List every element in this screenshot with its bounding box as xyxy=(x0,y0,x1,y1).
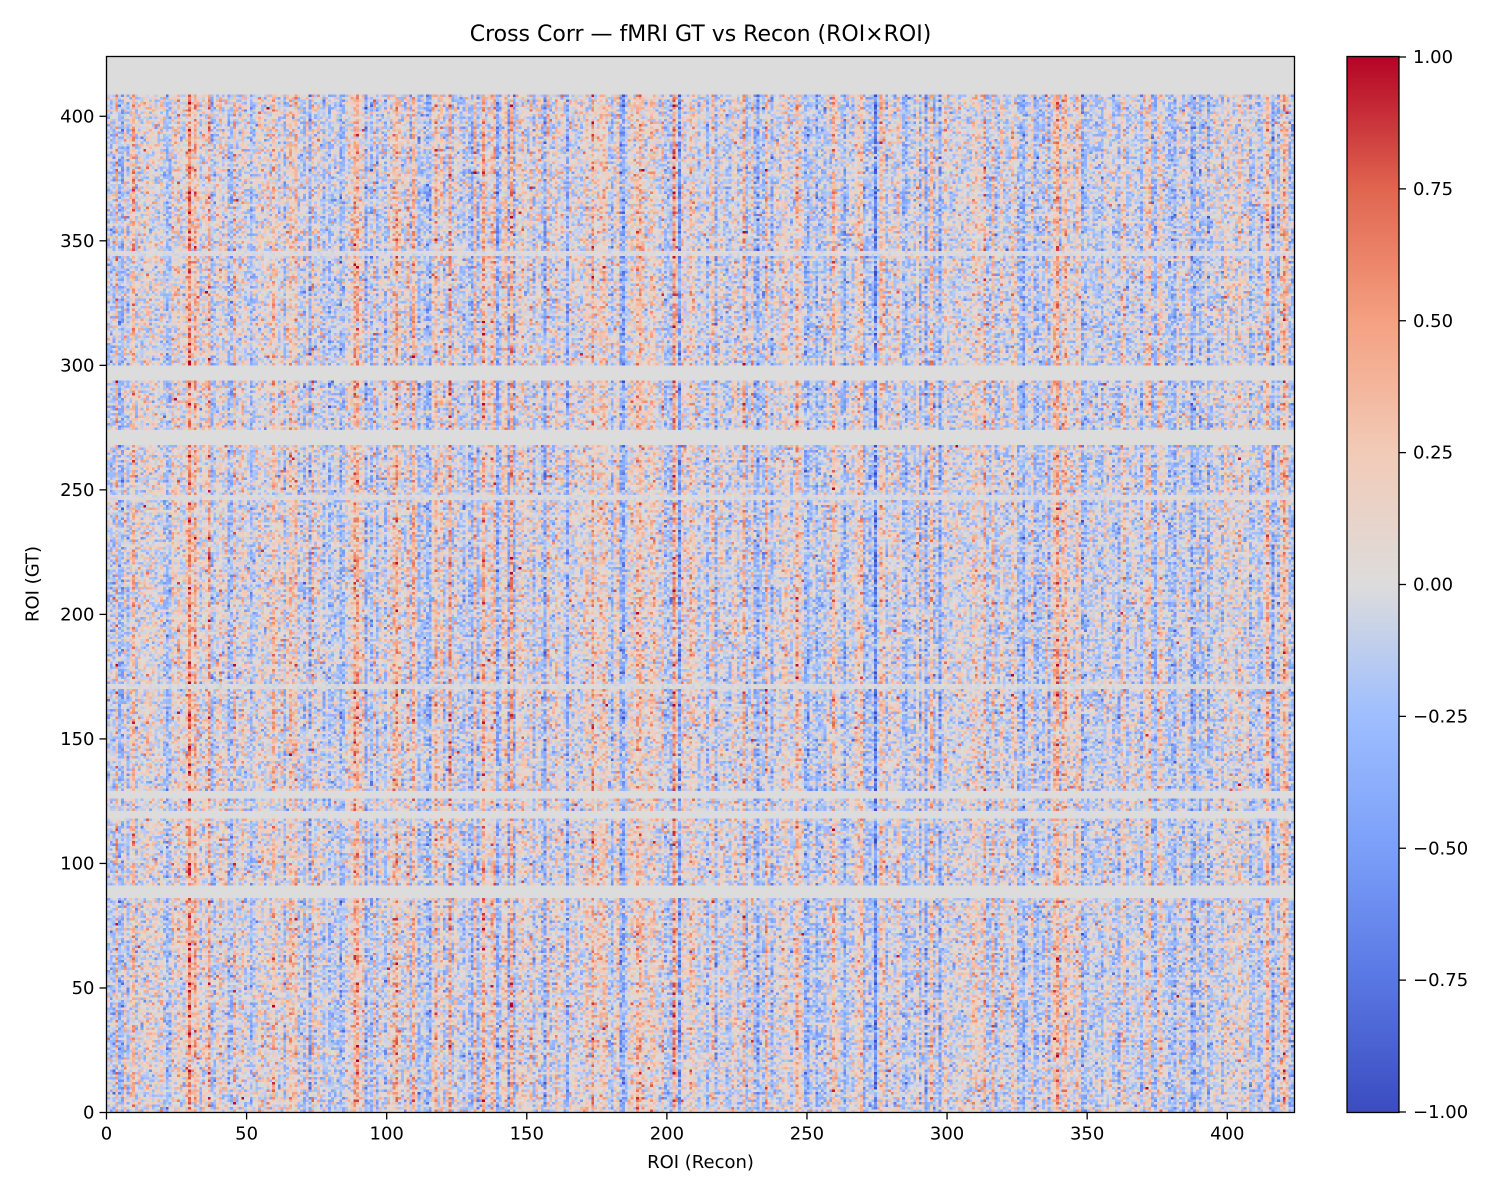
y-tick-label: 200 xyxy=(60,604,94,625)
x-tick-label: 350 xyxy=(1070,1124,1104,1145)
x-tick-label: 250 xyxy=(790,1124,824,1145)
y-tick-label: 300 xyxy=(60,355,94,376)
x-axis-label: ROI (Recon) xyxy=(647,1152,754,1173)
x-tick-label: 400 xyxy=(1210,1124,1244,1145)
y-tick-label: 150 xyxy=(60,729,94,750)
y-tick-label: 100 xyxy=(60,853,94,874)
x-tick-label: 150 xyxy=(510,1124,544,1145)
x-tick-label: 200 xyxy=(650,1124,684,1145)
plot-frame xyxy=(105,55,1296,1114)
y-axis-ticks: 0 50 100 150 200 250 300 350 400 xyxy=(60,106,107,1124)
colorbar-gradient xyxy=(1347,57,1399,1112)
x-axis-ticks: 0 50 100 150 200 250 300 350 400 xyxy=(101,1112,1244,1145)
colorbar-tick-label: 1.00 xyxy=(1413,47,1453,68)
colorbar-tick-label: −0.25 xyxy=(1413,706,1468,727)
colorbar-tick-label: 0.25 xyxy=(1413,443,1453,464)
colorbar-ticks: 1.00 0.75 0.50 0.25 0.00 −0.25 −0.50 −0.75 −1.00 xyxy=(1399,47,1468,1123)
y-tick-label: 250 xyxy=(60,480,94,501)
x-tick-label: 300 xyxy=(930,1124,964,1145)
y-tick-label: 350 xyxy=(60,231,94,252)
colorbar-tick-label: −0.75 xyxy=(1413,970,1468,991)
chart-title: Cross Corr — fMRI GT vs Recon (ROI×ROI) xyxy=(469,22,932,47)
x-tick-label: 100 xyxy=(370,1124,404,1145)
heatmap-image xyxy=(107,57,1294,1112)
colorbar-tick-label: −0.50 xyxy=(1413,838,1468,859)
y-tick-label: 50 xyxy=(72,978,95,999)
y-tick-label: 400 xyxy=(60,106,94,127)
y-tick-label: 0 xyxy=(83,1103,94,1124)
colorbar-tick-label: 0.50 xyxy=(1413,311,1453,332)
colorbar-tick-label: 0.00 xyxy=(1413,575,1453,596)
colorbar-tick-label: 0.75 xyxy=(1413,179,1453,200)
colorbar-tick-label: −1.00 xyxy=(1413,1102,1468,1123)
x-tick-label: 0 xyxy=(101,1124,112,1145)
x-tick-label: 50 xyxy=(235,1124,258,1145)
y-axis-label: ROI (GT) xyxy=(22,545,44,623)
